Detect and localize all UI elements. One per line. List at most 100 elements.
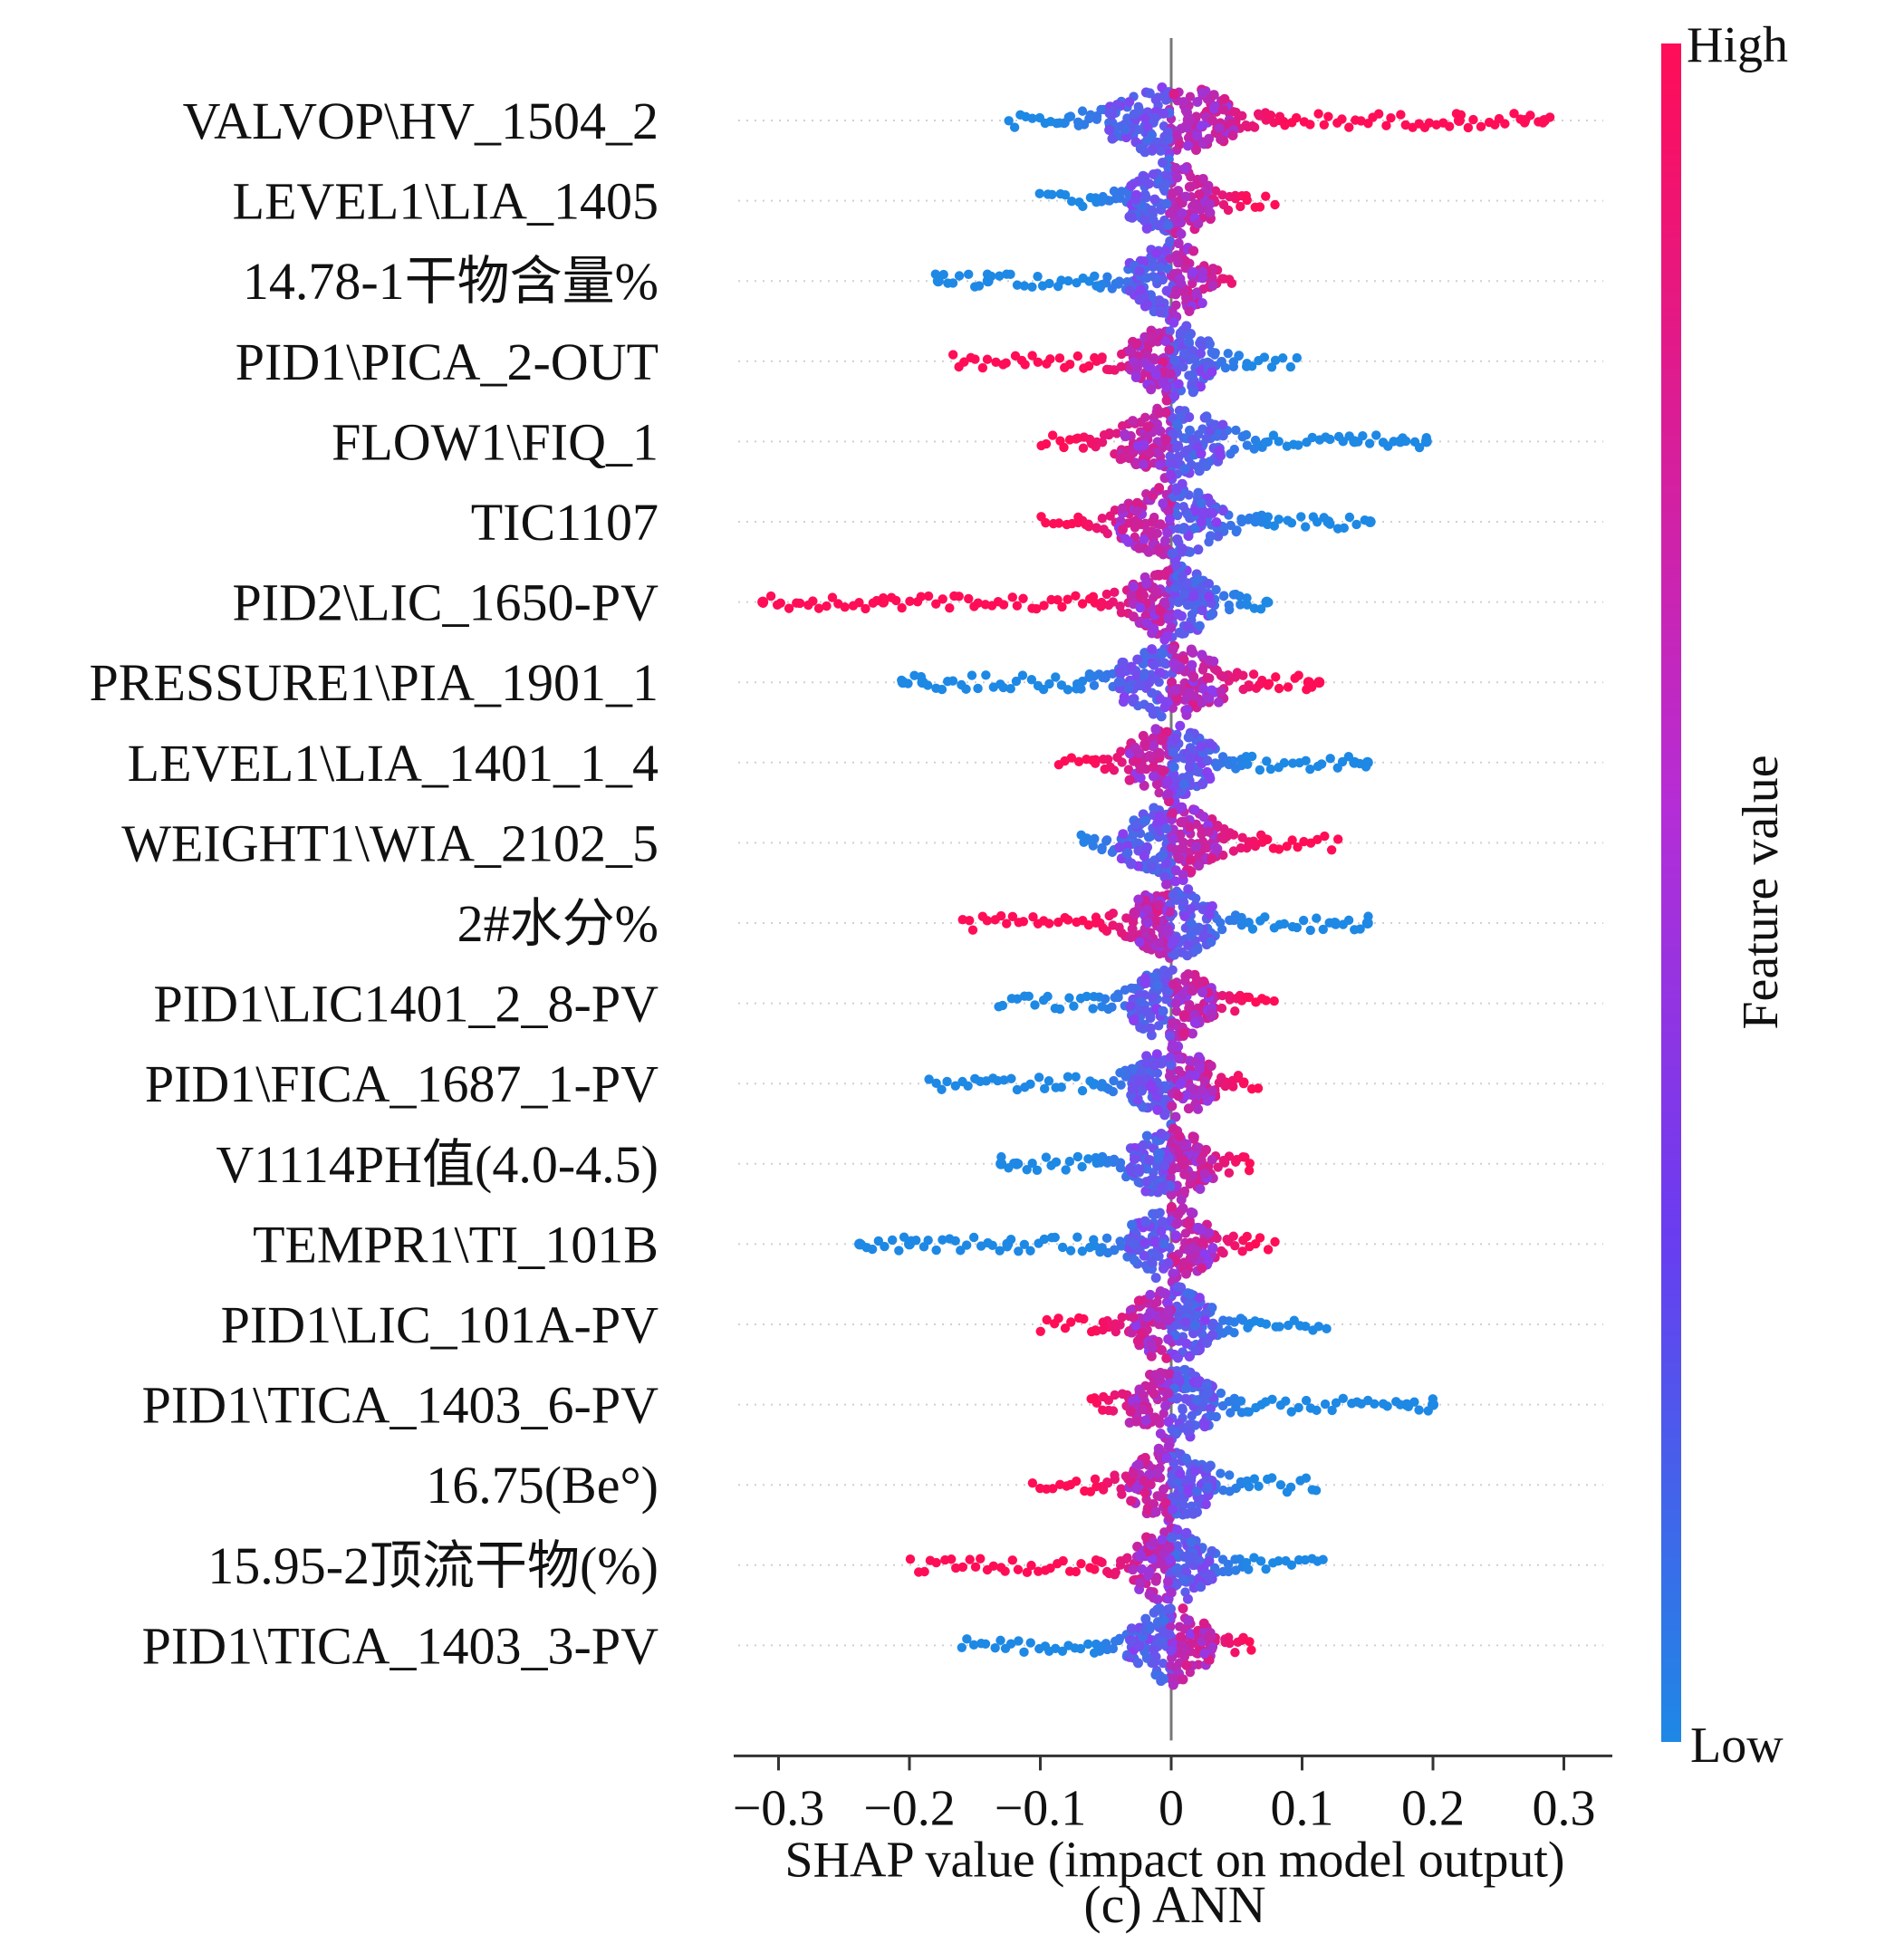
shap-point xyxy=(1055,436,1065,446)
shap-point xyxy=(1089,680,1100,690)
shap-point xyxy=(1012,280,1023,290)
shap-outlier-point xyxy=(1394,436,1406,447)
shap-point xyxy=(1265,764,1276,775)
shap-point xyxy=(1245,1637,1255,1647)
shap-point xyxy=(1201,433,1212,444)
shap-point xyxy=(1138,730,1149,741)
shap-point xyxy=(1313,834,1322,844)
shap-point xyxy=(1179,464,1190,475)
shap-point xyxy=(1158,765,1168,776)
shap-point xyxy=(1105,511,1115,521)
shap-point xyxy=(1202,755,1213,766)
shap-point xyxy=(1007,592,1017,602)
shap-point xyxy=(1128,1312,1139,1323)
shap-point xyxy=(1196,339,1207,350)
feature-label: TIC1107 xyxy=(471,493,659,552)
shap-point xyxy=(1500,119,1510,129)
shap-point xyxy=(1197,298,1207,309)
shap-point xyxy=(1178,989,1188,1000)
shap-point xyxy=(1178,779,1189,790)
shap-point xyxy=(1236,600,1245,610)
shap-point xyxy=(1338,1393,1348,1404)
shap-point xyxy=(1146,1351,1157,1361)
shap-point xyxy=(1138,1404,1149,1415)
shap-point xyxy=(995,1635,1005,1646)
shap-point xyxy=(1217,190,1227,200)
shap-point xyxy=(1205,1410,1216,1421)
shap-point xyxy=(1188,986,1198,996)
shap-point xyxy=(954,361,964,372)
shap-point xyxy=(1179,1643,1190,1654)
shap-point xyxy=(1236,1396,1246,1406)
shap-point xyxy=(1204,1556,1215,1567)
shap-point xyxy=(1140,815,1150,826)
shap-point xyxy=(1143,832,1154,842)
shap-point xyxy=(1197,1263,1207,1274)
colorbar-low-label: Low xyxy=(1690,1718,1784,1774)
shap-point xyxy=(1237,111,1247,121)
shap-point xyxy=(1118,829,1129,840)
shap-point xyxy=(1224,1168,1235,1179)
feature-row-18 xyxy=(905,1523,1328,1605)
shap-point xyxy=(1197,649,1207,660)
shap-point xyxy=(1204,592,1215,602)
shap-point xyxy=(1204,693,1215,704)
shap-point xyxy=(1055,188,1066,199)
shap-outlier-point xyxy=(1428,1399,1438,1410)
x-tick-label: 0.1 xyxy=(1271,1780,1334,1836)
shap-point xyxy=(1055,1479,1065,1490)
shap-point xyxy=(1185,847,1195,858)
shap-point xyxy=(1186,1082,1197,1093)
shap-point xyxy=(1201,1337,1212,1348)
shap-point xyxy=(1019,991,1030,1001)
shap-point xyxy=(982,1564,993,1575)
shap-point xyxy=(1027,1159,1037,1169)
colorbar-gradient xyxy=(1661,43,1681,1742)
shap-outlier-point xyxy=(854,1238,866,1250)
shap-point xyxy=(1042,359,1052,369)
shap-point xyxy=(1229,915,1239,926)
shap-point xyxy=(1262,756,1272,766)
shap-point xyxy=(1373,109,1384,119)
shap-point xyxy=(1120,985,1130,996)
shap-outlier-point xyxy=(1361,918,1373,929)
shap-point xyxy=(1115,1555,1126,1566)
feature-label: TEMPR1\TI_101B xyxy=(253,1215,659,1274)
shap-point xyxy=(1183,337,1194,348)
shap-point xyxy=(1203,1387,1214,1398)
shap-point xyxy=(905,596,915,607)
shap-point xyxy=(1186,919,1197,929)
shap-point xyxy=(942,1076,952,1087)
shap-point xyxy=(1287,835,1297,845)
shap-point xyxy=(1211,517,1222,528)
shap-point xyxy=(1151,586,1162,597)
shap-point xyxy=(1339,523,1349,534)
shap-point xyxy=(1196,448,1207,459)
shap-point xyxy=(1129,109,1140,120)
shap-point xyxy=(1178,524,1188,534)
shap-point xyxy=(1079,837,1089,847)
shap-point xyxy=(1124,97,1135,108)
shap-point xyxy=(1301,1473,1312,1483)
shap-point xyxy=(1159,597,1169,608)
shap-point xyxy=(1244,1481,1255,1492)
shap-point xyxy=(1207,281,1218,292)
shap-point xyxy=(1142,421,1153,432)
shap-point xyxy=(1178,1138,1189,1149)
shap-point xyxy=(1182,140,1193,151)
shap-point xyxy=(931,683,941,693)
shap-point xyxy=(1195,366,1206,377)
shap-point xyxy=(1296,512,1306,522)
shap-point xyxy=(1176,545,1187,556)
shap-point xyxy=(1128,1467,1139,1478)
shap-point xyxy=(1019,281,1030,291)
shap-point xyxy=(1184,411,1195,422)
shap-point xyxy=(1196,517,1207,528)
shap-point xyxy=(1168,769,1179,780)
shap-point xyxy=(1144,88,1155,99)
shap-point xyxy=(1066,1317,1076,1327)
shap-point xyxy=(1149,673,1160,684)
shap-point xyxy=(1090,1474,1101,1485)
shap-point xyxy=(1163,1441,1174,1452)
shap-point xyxy=(1177,802,1188,813)
